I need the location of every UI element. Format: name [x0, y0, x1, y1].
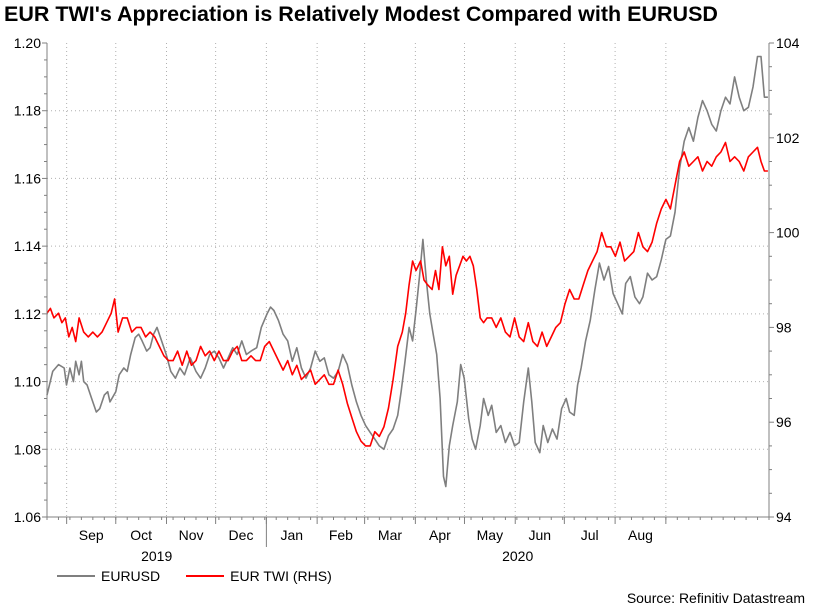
x-tick-label: Jun — [529, 527, 552, 543]
series-line-eur-twi — [46, 141, 768, 447]
legend-item-eurusd: EURUSD — [57, 568, 160, 584]
chart-title: EUR TWI's Appreciation is Relatively Mod… — [4, 2, 718, 26]
legend-label-eurusd: EURUSD — [101, 568, 161, 584]
legend-item-eur-twi: EUR TWI (RHS) — [186, 568, 332, 584]
axes — [42, 42, 774, 547]
y-left-tick-label: 1.06 — [14, 509, 41, 525]
y-left-tick-label: 1.12 — [14, 306, 41, 322]
y-right-tick-label: 102 — [776, 130, 800, 146]
gridlines — [47, 43, 769, 517]
x-tick-label: May — [477, 527, 503, 543]
legend: EURUSD EUR TWI (RHS) — [57, 568, 358, 584]
x-tick-label: Oct — [130, 527, 152, 543]
y-left-tick-label: 1.16 — [14, 170, 41, 186]
tick-labels: 1.06 1.08 1.10 1.12 1.14 1.16 1.18 1.20 94 96 98 10… — [14, 35, 800, 564]
x-tick-label: Apr — [429, 527, 451, 543]
x-tick-label: Jan — [280, 527, 303, 543]
legend-label-eur-twi: EUR TWI (RHS) — [230, 568, 332, 584]
y-left-tick-label: 1.08 — [14, 441, 41, 457]
y-left-tick-label: 1.14 — [14, 238, 41, 254]
x-tick-label: Nov — [179, 527, 204, 543]
x-tick-label: Sep — [79, 527, 104, 543]
y-right-tick-label: 96 — [776, 414, 792, 430]
x-tick-label: Mar — [378, 527, 402, 543]
y-left-tick-label: 1.20 — [14, 35, 41, 51]
y-left-tick-label: 1.10 — [14, 374, 41, 390]
source-note: Source: Refinitiv Datastream — [626, 590, 805, 606]
x-tick-label: Jul — [581, 527, 599, 543]
y-right-tick-label: 100 — [776, 225, 800, 241]
x-tick-label: Dec — [229, 527, 254, 543]
x-tick-label: Aug — [628, 527, 653, 543]
series-line-eurusd — [46, 55, 768, 488]
y-right-tick-label: 94 — [776, 509, 792, 525]
y-right-tick-label: 98 — [776, 319, 792, 335]
legend-swatch-eurusd — [57, 575, 95, 577]
y-left-tick-label: 1.18 — [14, 103, 41, 119]
legend-swatch-eur-twi — [186, 575, 225, 577]
x-tick-label: Feb — [329, 527, 353, 543]
y-right-tick-label: 104 — [776, 35, 800, 51]
x-year-label: 2019 — [141, 548, 172, 564]
x-year-label: 2020 — [502, 548, 533, 564]
series-layer — [46, 55, 768, 488]
